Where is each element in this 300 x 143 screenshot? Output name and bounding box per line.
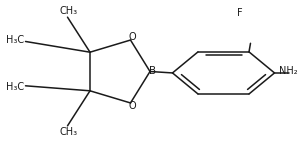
Text: H₃C: H₃C xyxy=(6,35,24,45)
Text: H₃C: H₃C xyxy=(6,82,24,92)
Text: CH₃: CH₃ xyxy=(60,6,78,16)
Text: O: O xyxy=(128,101,136,111)
Text: CH₃: CH₃ xyxy=(60,127,78,137)
Text: O: O xyxy=(128,32,136,42)
Text: NH₂: NH₂ xyxy=(279,66,297,77)
Text: F: F xyxy=(237,8,243,18)
Text: B: B xyxy=(149,66,156,77)
